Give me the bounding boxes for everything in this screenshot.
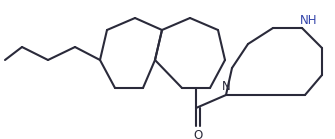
Text: O: O — [193, 129, 203, 139]
Text: NH: NH — [300, 14, 318, 27]
Text: N: N — [222, 80, 230, 93]
